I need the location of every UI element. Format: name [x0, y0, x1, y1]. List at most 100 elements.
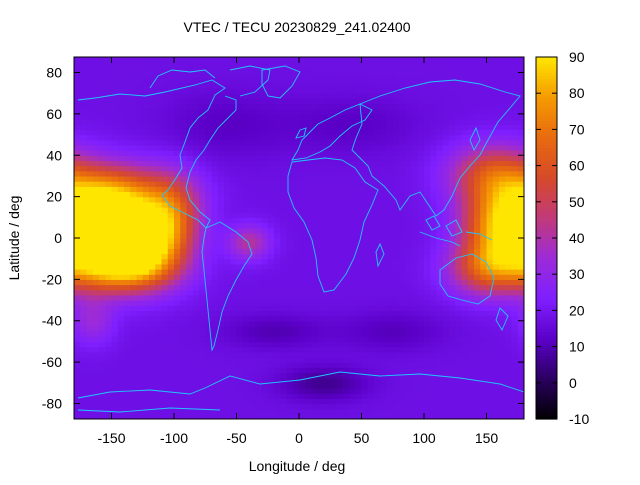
heatmap-cell	[249, 320, 256, 327]
heatmap-cell	[161, 393, 169, 399]
heatmap-cell	[117, 398, 125, 405]
heatmap-cell	[124, 206, 131, 213]
heatmap-cell	[330, 88, 338, 94]
heatmap-cell	[111, 57, 119, 63]
heatmap-cell	[205, 387, 213, 394]
heatmap-cell	[305, 119, 313, 125]
heatmap-cell	[92, 62, 100, 68]
heatmap-cell	[367, 351, 375, 358]
heatmap-cell	[86, 398, 94, 405]
heatmap-cell	[205, 248, 213, 255]
heatmap-cell	[274, 72, 281, 79]
heatmap-cell	[317, 212, 325, 218]
heatmap-cell	[255, 124, 263, 130]
heatmap-cell	[449, 269, 456, 275]
heatmap-cell	[492, 325, 500, 332]
heatmap-cell	[486, 170, 494, 177]
heatmap-cell	[486, 165, 494, 172]
heatmap-cell	[367, 305, 375, 311]
heatmap-cell	[342, 289, 350, 296]
heatmap-cell	[292, 279, 300, 286]
heatmap-cell	[92, 72, 100, 79]
heatmap-cell	[217, 310, 225, 317]
heatmap-cell	[242, 108, 250, 115]
heatmap-cell	[455, 165, 463, 172]
heatmap-cell	[249, 279, 256, 286]
heatmap-cell	[461, 217, 469, 224]
heatmap-cell	[111, 341, 119, 348]
heatmap-cell	[236, 356, 244, 363]
heatmap-cell	[217, 393, 225, 399]
heatmap-cell	[167, 325, 175, 332]
heatmap-cell	[167, 212, 175, 218]
heatmap-cell	[449, 160, 456, 167]
heatmap-cell	[355, 196, 363, 203]
heatmap-cell	[480, 289, 488, 296]
heatmap-cell	[186, 320, 194, 327]
heatmap-cell	[192, 382, 200, 389]
heatmap-cell	[217, 129, 225, 136]
heatmap-cell	[261, 377, 269, 384]
heatmap-cell	[130, 346, 138, 353]
heatmap-cell	[217, 175, 225, 182]
heatmap-cell	[174, 362, 181, 368]
heatmap-cell	[180, 294, 188, 301]
heatmap-cell	[461, 320, 469, 327]
heatmap-cell	[292, 393, 300, 399]
heatmap-cell	[192, 243, 200, 249]
heatmap-cell	[249, 206, 256, 213]
heatmap-cell	[86, 212, 94, 218]
heatmap-cell	[299, 165, 306, 172]
heatmap-cell	[199, 134, 206, 141]
heatmap-cell	[305, 300, 313, 306]
heatmap-cell	[367, 150, 375, 156]
heatmap-cell	[99, 67, 106, 74]
heatmap-cell	[342, 232, 350, 239]
heatmap-cell	[205, 222, 213, 229]
heatmap-cell	[399, 62, 406, 68]
heatmap-cell	[499, 284, 506, 291]
heatmap-cell	[355, 274, 363, 280]
heatmap-cell	[486, 232, 494, 239]
heatmap-cell	[136, 263, 144, 270]
heatmap-cell	[124, 243, 131, 249]
heatmap-cell	[474, 113, 481, 120]
heatmap-cell	[155, 356, 163, 363]
heatmap-cell	[111, 227, 119, 234]
heatmap-cell	[442, 284, 450, 291]
heatmap-cell	[499, 232, 506, 239]
heatmap-cell	[280, 134, 288, 141]
heatmap-cell	[205, 191, 213, 198]
heatmap-cell	[455, 269, 463, 275]
heatmap-cell	[392, 351, 400, 358]
heatmap-cell	[311, 336, 319, 343]
heatmap-cell	[449, 393, 456, 399]
heatmap-cell	[442, 119, 450, 125]
heatmap-cell	[424, 113, 431, 120]
heatmap-cell	[324, 62, 331, 68]
heatmap-cell	[80, 124, 88, 130]
heatmap-cell	[286, 377, 294, 384]
heatmap-cell	[149, 232, 156, 239]
heatmap-cell	[105, 300, 113, 306]
heatmap-cell	[474, 201, 481, 208]
heatmap-cell	[142, 150, 150, 156]
heatmap-cell	[517, 408, 524, 415]
heatmap-cell	[224, 253, 231, 260]
heatmap-cell	[117, 150, 125, 156]
heatmap-cell	[249, 362, 256, 368]
heatmap-cell	[442, 413, 450, 419]
heatmap-cell	[174, 108, 181, 115]
heatmap-cell	[142, 134, 150, 141]
heatmap-cell	[224, 398, 231, 405]
heatmap-cell	[299, 258, 306, 265]
heatmap-cell	[117, 57, 125, 63]
heatmap-cell	[499, 382, 506, 389]
heatmap-cell	[211, 258, 219, 265]
heatmap-cell	[111, 336, 119, 343]
heatmap-cell	[499, 103, 506, 110]
heatmap-cell	[299, 98, 306, 105]
heatmap-cell	[180, 243, 188, 249]
heatmap-cell	[261, 253, 269, 260]
heatmap-cell	[380, 393, 388, 399]
